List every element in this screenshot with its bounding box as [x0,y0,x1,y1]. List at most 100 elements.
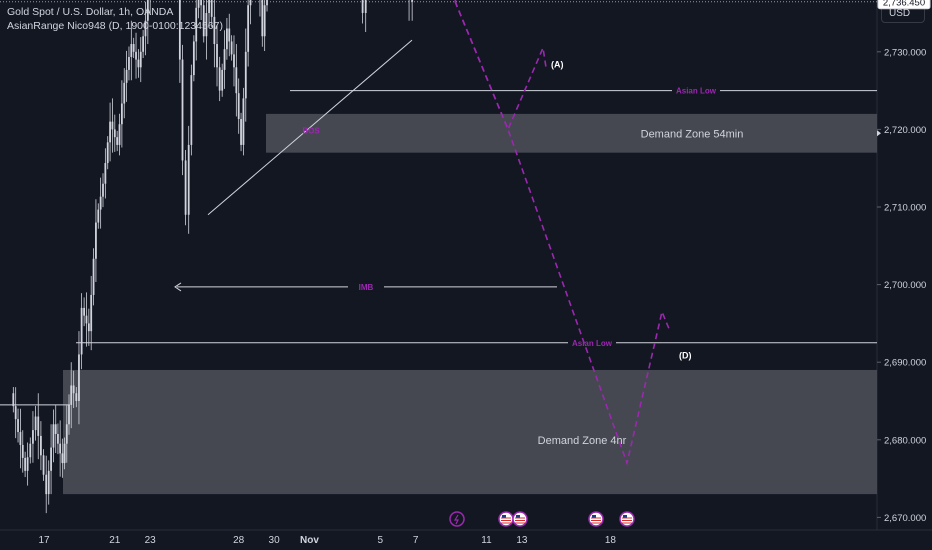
time-tick-label: 7 [413,535,419,546]
candle-body [237,93,240,120]
candle-body [242,98,245,145]
candle-body [202,5,205,37]
price-tag-label: 2,736.450 [883,0,925,8]
us-flag-event-icon[interactable] [512,511,528,527]
candle-body [75,393,78,401]
projection-label: (A) [551,59,564,69]
candle-body [132,44,135,52]
candle-body [34,416,37,431]
candle-body [364,0,367,14]
candle-body [47,470,50,495]
candle-body [411,0,414,2]
candle-body [17,419,19,433]
candle-body [218,67,221,91]
candle-body [83,307,86,316]
candle-body [123,82,126,104]
flag-canton-icon [516,515,520,519]
time-tick-label: Nov [300,535,319,546]
candle-body [85,315,88,324]
candle-body [19,432,22,445]
candle-body [116,137,119,145]
candle-body [210,0,213,17]
candle-body [192,41,195,76]
level-label: Asian Low [676,87,717,96]
zone-label: Demand Zone 4hr [538,435,627,447]
lightning-event-icon[interactable] [449,511,465,527]
candle-body [205,13,208,37]
candle-body [95,222,97,259]
candle-body [240,119,242,145]
candle-body [106,142,109,164]
candle-body [102,183,104,197]
projection-path-d [454,1,671,466]
price-tick-label: 2,720.000 [884,125,926,136]
candle-body [249,0,252,6]
candle-body [109,121,111,143]
candle-body [40,435,42,456]
candle-body [197,0,200,8]
time-tick-label: 23 [145,535,157,546]
candle-body [230,41,233,55]
candle-body [12,393,15,407]
annotation-label: IMB [359,283,374,292]
candle-body [118,124,121,145]
candle-body [261,0,264,37]
candle-body [37,416,40,436]
time-tick-label: 28 [233,535,245,546]
candle-body [216,44,218,68]
candle-body [68,404,70,425]
candle-body [113,129,116,138]
candle-body [45,474,48,495]
flag-canton-icon [623,515,627,519]
candle-body [266,0,268,6]
flag-canton-icon [502,515,506,519]
candle-body [142,36,145,52]
time-tick-label: 11 [481,535,492,546]
candle-body [26,457,29,471]
level-label: Asian Low [572,339,613,348]
price-tick-label: 2,710.000 [884,203,926,214]
candle-body [54,424,57,434]
annotation-label: BOS [302,126,320,135]
candle-body [42,455,45,475]
flag-canton-icon [592,515,596,519]
candle-body [221,69,224,91]
candle-body [61,453,64,464]
candle-body [32,430,34,444]
candle-body [99,196,102,210]
candle-body [187,144,190,215]
level-label-bg [672,85,720,96]
zone-4 [63,369,877,495]
lightning-glyph-icon [453,514,459,525]
candle-body [137,59,140,68]
candle-body [70,385,73,405]
us-flag-event-icon[interactable] [588,511,604,527]
candle-body [111,121,114,130]
candle-body [120,103,123,125]
candle-body [72,385,75,394]
candle-body [128,56,130,70]
us-flag-event-icon[interactable] [498,511,514,527]
trend-line [207,39,413,216]
candle-body [104,163,107,184]
candle-body [52,424,55,448]
us-flag-event-icon[interactable] [619,511,635,527]
time-tick-label: 17 [38,535,50,546]
imb-arrow-icon [174,282,182,292]
symbol-title: Gold Spot / U.S. Dollar, 1h, OANDA [7,6,174,18]
annotation-bg [348,281,384,292]
axis-marker-icon [877,130,881,137]
candle-body [139,51,142,68]
candle-body [59,443,62,454]
candle-body [178,0,181,60]
candle-body [14,406,17,420]
candle-body [200,0,202,6]
candle-body [125,69,128,83]
candle-body [190,75,193,145]
candle-body [80,307,83,355]
candle-body [87,323,90,332]
candle-body [144,20,147,37]
candle-body [361,0,364,13]
candle-body [181,59,184,161]
